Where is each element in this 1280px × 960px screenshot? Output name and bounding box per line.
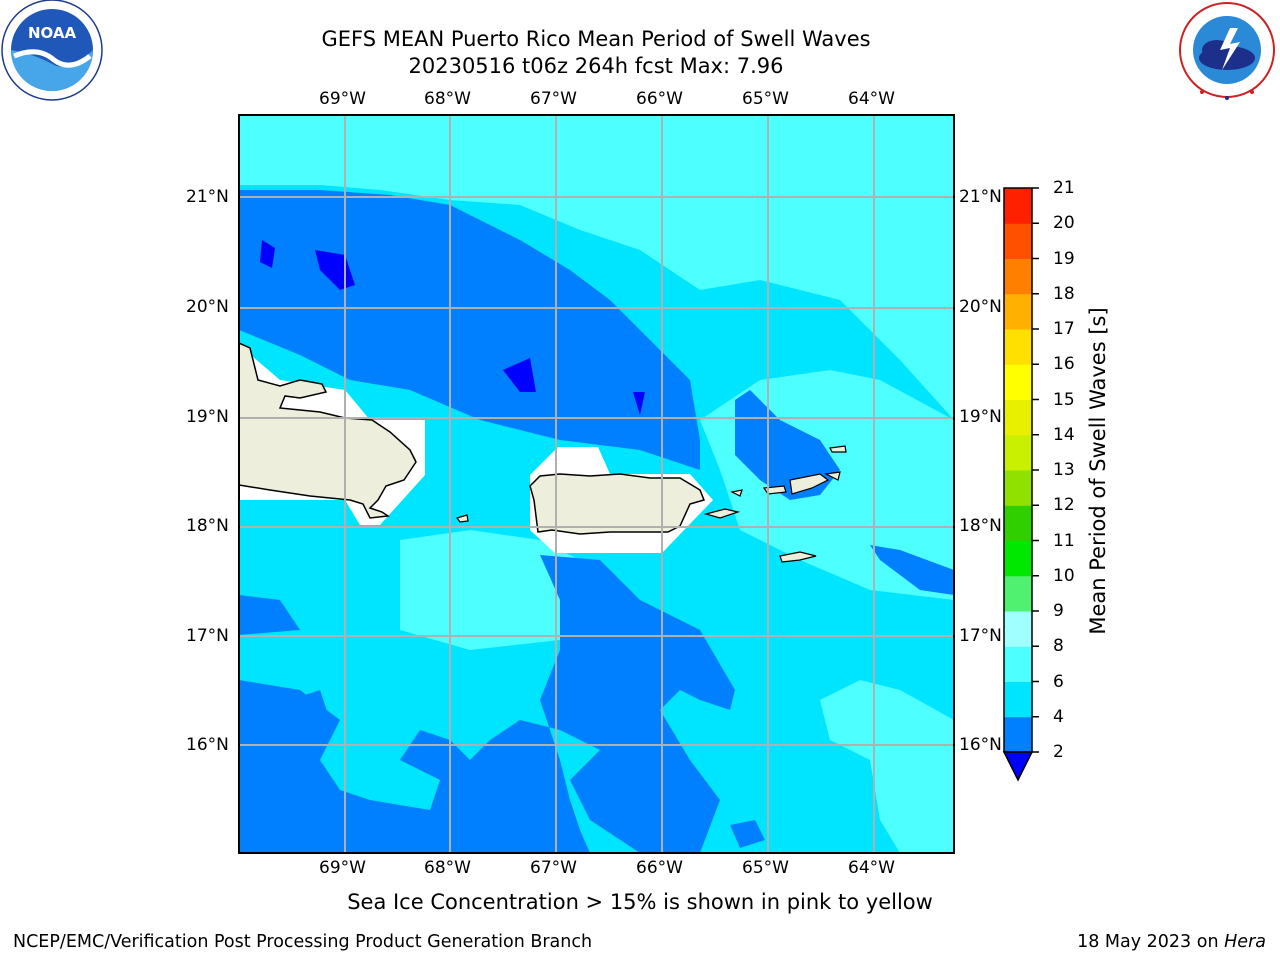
lat-label-right: 21°N — [959, 187, 1002, 207]
colorbar-tick-label: 14 — [1053, 424, 1075, 445]
colorbar-segment — [1004, 540, 1032, 577]
colorbar-segment — [1004, 258, 1032, 295]
map-graticule — [239, 115, 954, 853]
lat-label-right: 20°N — [959, 297, 1002, 317]
band-4-6 — [239, 115, 954, 853]
colorbar-tick-label: 9 — [1053, 601, 1064, 621]
band-below-2-a — [315, 250, 355, 290]
band-2-4-far-east — [870, 545, 954, 595]
colorbar-tick-label: 8 — [1053, 636, 1064, 657]
colorbar-segment — [1004, 293, 1032, 330]
colorbar-tick-label: 10 — [1053, 565, 1075, 586]
band-below-2-b — [260, 240, 275, 268]
colorbar-segment — [1004, 223, 1032, 259]
noaa-logo-icon: NOAA — [1, 0, 103, 101]
colorbar-tick-label: 12 — [1053, 495, 1075, 516]
band-2-4-southwest — [239, 690, 330, 820]
lat-label-left: 19°N — [186, 407, 229, 427]
colorbar-tick-label: 4 — [1053, 706, 1064, 727]
colorbar-tick-label: 20 — [1053, 213, 1075, 234]
hispaniola-mask — [239, 345, 425, 525]
colorbar-segment — [1004, 575, 1032, 612]
colorbar-tick-label: 6 — [1053, 671, 1064, 692]
colorbar-segment — [1004, 188, 1032, 224]
lon-label-top: 67°W — [530, 89, 577, 109]
band-6-8-north — [239, 115, 954, 420]
colorbar-segment — [1004, 716, 1032, 753]
date-text: 18 May 2023 on — [1077, 932, 1219, 952]
svg-text:NOAA: NOAA — [28, 24, 77, 42]
colorbar-tick-label: 11 — [1053, 530, 1075, 551]
colorbar-underflow-arrow — [1002, 751, 1034, 782]
lon-label-bottom: 66°W — [636, 858, 683, 878]
map-frame — [238, 114, 955, 854]
colorbar-segment — [1004, 399, 1032, 436]
colorbar-tick-label: 16 — [1053, 354, 1075, 375]
lat-label-left: 16°N — [186, 735, 229, 755]
band-below-2-c — [503, 358, 536, 392]
lat-label-right: 18°N — [959, 516, 1002, 536]
colorbar-tick-label: 18 — [1053, 283, 1075, 304]
lon-label-top: 69°W — [319, 89, 366, 109]
lat-label-left: 18°N — [186, 516, 229, 536]
nws-logo-icon — [1179, 2, 1275, 100]
lon-label-bottom: 64°W — [848, 858, 895, 878]
band-6-8-central — [400, 530, 590, 650]
colorbar-segment — [1004, 611, 1032, 647]
colorbar-tick-label: 2 — [1053, 742, 1064, 762]
lat-label-right: 19°N — [959, 407, 1002, 427]
puerto-rico-mask — [530, 447, 713, 553]
lat-label-right: 17°N — [959, 626, 1002, 646]
lon-label-top: 64°W — [848, 89, 895, 109]
lon-label-top: 65°W — [742, 89, 789, 109]
lat-label-left: 21°N — [186, 187, 229, 207]
band-below-2-d — [633, 392, 645, 415]
lon-label-top: 68°W — [424, 89, 471, 109]
colorbar-tick-label: 15 — [1053, 389, 1075, 410]
puerto-rico-land — [529, 473, 706, 535]
machine-name: Hera — [1224, 932, 1266, 952]
colorbar-label: Mean Period of Swell Waves [s] — [1086, 307, 1110, 635]
colorbar-tick-label: 17 — [1053, 319, 1075, 339]
hispaniola-land — [239, 342, 417, 519]
colorbar-segment — [1004, 646, 1032, 682]
lon-label-bottom: 65°W — [742, 858, 789, 878]
lat-label-left: 20°N — [186, 297, 229, 317]
credit-line: NCEP/EMC/Verification Post Processing Pr… — [13, 932, 593, 952]
band-2-4-north — [239, 190, 700, 470]
colorbar — [1002, 187, 1039, 782]
lon-label-top: 66°W — [636, 89, 683, 109]
lat-label-right: 16°N — [959, 735, 1002, 755]
band-6-8-east — [700, 370, 954, 600]
colorbar-segment — [1004, 434, 1032, 471]
lon-label-bottom: 69°W — [319, 858, 366, 878]
colorbar-tick-label: 19 — [1053, 248, 1075, 269]
map-subtitle: 20230516 t06z 264h fcst Max: 7.96 — [408, 54, 784, 78]
colorbar-segment — [1004, 681, 1032, 718]
band-6-8-southeast — [820, 680, 954, 853]
colorbar-segment — [1004, 329, 1032, 365]
colorbar-segment — [1004, 364, 1032, 400]
band-2-4-east — [735, 390, 840, 500]
sea-ice-note: Sea Ice Concentration > 15% is shown in … — [347, 890, 933, 914]
lon-label-bottom: 68°W — [424, 858, 471, 878]
map-title: GEFS MEAN Puerto Rico Mean Period of Swe… — [321, 27, 871, 51]
colorbar-segment — [1004, 470, 1032, 506]
date-line: 18 May 2023 on Hera — [1077, 932, 1266, 952]
band-2-4-small — [730, 820, 765, 848]
colorbar-segment — [1004, 505, 1032, 541]
colorbar-tick-label: 21 — [1053, 178, 1075, 198]
band-2-4-west — [239, 595, 300, 635]
band-2-4-south — [239, 555, 735, 853]
lat-label-left: 17°N — [186, 626, 229, 646]
colorbar-tick-label: 13 — [1053, 460, 1075, 480]
lon-label-bottom: 67°W — [530, 858, 577, 878]
